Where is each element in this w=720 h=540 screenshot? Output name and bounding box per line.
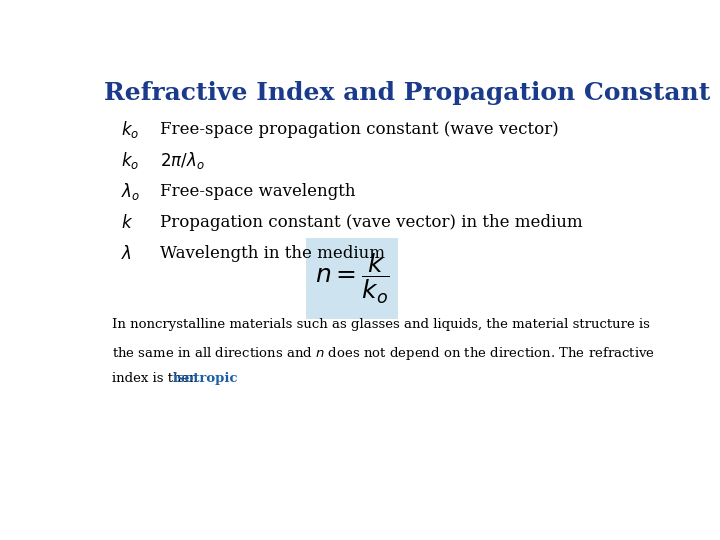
Text: Wavelength in the medium: Wavelength in the medium xyxy=(160,246,384,262)
Text: Free-space wavelength: Free-space wavelength xyxy=(160,183,355,200)
Text: the same in all directions and $n$ does not depend on the direction. The refract: the same in all directions and $n$ does … xyxy=(112,346,655,362)
Text: Free-space propagation constant (wave vector): Free-space propagation constant (wave ve… xyxy=(160,121,559,138)
Text: Propagation constant (vave vector) in the medium: Propagation constant (vave vector) in th… xyxy=(160,214,582,231)
Text: index is then: index is then xyxy=(112,373,202,386)
Text: $k_o$: $k_o$ xyxy=(121,150,139,171)
Text: $\lambda$: $\lambda$ xyxy=(121,245,132,263)
Text: $n = \dfrac{k}{k_o}$: $n = \dfrac{k}{k_o}$ xyxy=(315,252,390,306)
FancyBboxPatch shape xyxy=(306,238,398,320)
Text: $2\pi/\lambda_o$: $2\pi/\lambda_o$ xyxy=(160,150,204,171)
Text: $k$: $k$ xyxy=(121,214,133,232)
Text: $\lambda_o$: $\lambda_o$ xyxy=(121,181,140,202)
Text: Refractive Index and Propagation Constant: Refractive Index and Propagation Constan… xyxy=(104,82,710,105)
Text: $k_o$: $k_o$ xyxy=(121,119,139,140)
Text: isotropic: isotropic xyxy=(172,373,238,386)
Text: In noncrystalline materials such as glasses and liquids, the material structure : In noncrystalline materials such as glas… xyxy=(112,319,650,332)
